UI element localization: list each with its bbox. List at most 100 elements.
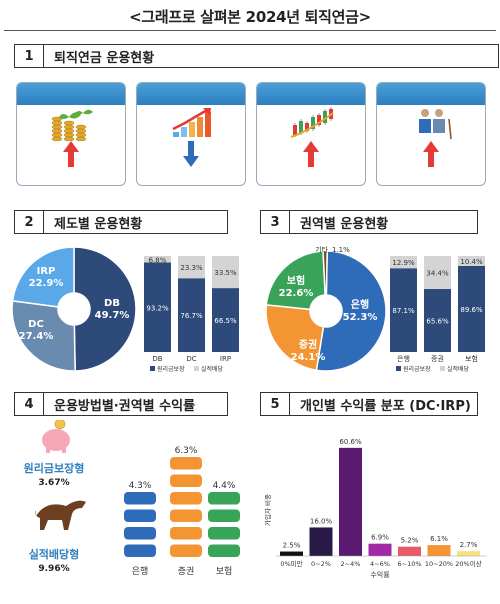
growth-chart-icon bbox=[172, 107, 211, 137]
arrow-up-icon bbox=[63, 141, 79, 167]
bar-category-label: 10~20% bbox=[425, 560, 453, 568]
bar-category-label: 20%이상 bbox=[455, 559, 481, 568]
bar-value-label: 2.5% bbox=[283, 542, 301, 550]
arrow-up-icon bbox=[303, 141, 319, 167]
bar-segment-performance bbox=[458, 256, 485, 266]
bar bbox=[427, 545, 451, 556]
candlestick-chart-icon bbox=[290, 107, 334, 138]
legend-swatch bbox=[194, 366, 199, 371]
y-axis-label: 가입자 비중 bbox=[263, 494, 272, 526]
pie-slice bbox=[265, 250, 327, 311]
bar-value-label: 89.6% bbox=[460, 306, 483, 314]
bar-category-label: 은행 bbox=[132, 565, 149, 577]
bar-segment bbox=[208, 492, 240, 505]
bar-segment-performance bbox=[390, 256, 417, 269]
bar bbox=[339, 447, 362, 556]
bar-segment-performance bbox=[144, 256, 171, 263]
section-number: 3 bbox=[260, 210, 290, 234]
slice-label: 은행 bbox=[351, 298, 369, 311]
bar-segment-performance bbox=[178, 256, 205, 279]
slice-value-label: 27.4% bbox=[19, 331, 54, 342]
arrow-down-icon bbox=[183, 141, 199, 167]
legend-swatch bbox=[150, 366, 155, 371]
bar-value-label: 12.9% bbox=[392, 259, 415, 267]
bar-segment bbox=[208, 544, 240, 557]
section-3-header: 3 권역별 운용현황 bbox=[260, 210, 478, 234]
bar-value-label: 6.8% bbox=[149, 256, 167, 264]
bar-segment-guaranteed bbox=[458, 265, 485, 352]
bar-category-label: IRP bbox=[220, 355, 231, 363]
section-title: 권역별 운용현황 bbox=[290, 210, 478, 234]
title-underline bbox=[4, 30, 496, 31]
bar bbox=[368, 543, 392, 556]
pie-slice bbox=[265, 303, 325, 372]
bar-value-label: 76.7% bbox=[180, 312, 203, 320]
bar-category-label: 0%미만 bbox=[280, 559, 302, 568]
bar-value-label: 6.1% bbox=[430, 535, 448, 543]
bar-value-label: 60.6% bbox=[339, 438, 362, 446]
guaranteed-label: 원리금보장형 bbox=[24, 461, 85, 475]
section-number: 5 bbox=[260, 392, 290, 416]
legend-swatch bbox=[440, 366, 445, 371]
slice-label: DC bbox=[28, 319, 44, 330]
bar-segment bbox=[124, 509, 156, 522]
bar-value-label: 2.7% bbox=[460, 541, 478, 549]
bar-category-label: 보험 bbox=[465, 355, 478, 363]
bar-segment bbox=[170, 492, 202, 505]
bar-value-label: 16.0% bbox=[310, 517, 333, 525]
performance-return: 9.96% bbox=[38, 564, 69, 574]
section-5-header: 5 개인별 수익률 분포 (DC·IRP) bbox=[260, 392, 478, 416]
bar bbox=[309, 527, 333, 556]
bar-value-label: 66.5% bbox=[214, 317, 237, 325]
bar-value-label: 5.2% bbox=[401, 537, 419, 545]
section-number: 4 bbox=[14, 392, 44, 416]
slice-value-label: 1.1% bbox=[332, 246, 350, 254]
bar bbox=[457, 551, 480, 556]
slice-value-label: 52.3% bbox=[343, 312, 378, 323]
pie-slice bbox=[322, 250, 328, 296]
summary-card bbox=[376, 82, 486, 186]
bar-category-label: 6~10% bbox=[397, 560, 421, 568]
bar-segment-guaranteed bbox=[390, 268, 417, 352]
performance-label: 실적배당형 bbox=[29, 547, 80, 561]
coin-plant-icon bbox=[51, 109, 93, 141]
bull-icon bbox=[35, 500, 86, 530]
section-2-header: 2 제도별 운용현황 bbox=[14, 210, 228, 234]
bar-segment-guaranteed bbox=[144, 262, 171, 352]
bar-value-label: 23.3% bbox=[180, 264, 203, 272]
bar-segment-guaranteed bbox=[212, 288, 239, 352]
legend-label: 실적배당 bbox=[447, 365, 470, 373]
summary-card bbox=[16, 82, 126, 186]
elderly-couple-icon bbox=[419, 109, 452, 140]
pie-slice bbox=[315, 250, 387, 372]
bar-value-label: 93.2% bbox=[146, 304, 169, 312]
bar-category-label: 2~4% bbox=[341, 560, 361, 568]
bar-segment-guaranteed bbox=[424, 289, 451, 352]
bar-category-label: 은행 bbox=[397, 354, 410, 363]
bar-category-label: 증권 bbox=[431, 355, 444, 363]
legend-label: 원리금보장 bbox=[157, 365, 185, 373]
bar-segment bbox=[124, 527, 156, 540]
section-number: 1 bbox=[14, 44, 44, 68]
legend-label: 원리금보장 bbox=[403, 365, 431, 373]
pie-slice bbox=[11, 300, 76, 372]
section-title: 제도별 운용현황 bbox=[44, 210, 228, 234]
bar-value-label: 34.4% bbox=[426, 270, 449, 278]
section-4-header: 4 운용방법별·권역별 수익률 bbox=[14, 392, 228, 416]
pie-slice bbox=[73, 246, 137, 372]
slice-label: 보험 bbox=[287, 274, 305, 287]
guaranteed-return: 3.67% bbox=[38, 478, 69, 488]
legend-label: 실적배당 bbox=[201, 365, 224, 373]
slice-value-label: 22.6% bbox=[279, 288, 314, 299]
section-title: 운용방법별·권역별 수익률 bbox=[44, 392, 228, 416]
bar-value-label: 6.3% bbox=[175, 446, 198, 456]
bar-value-label: 33.5% bbox=[214, 269, 237, 277]
summary-card bbox=[136, 82, 246, 186]
bar-value-label: 65.6% bbox=[426, 318, 449, 326]
bar-segment bbox=[124, 492, 156, 505]
bar-value-label: 6.9% bbox=[371, 534, 389, 542]
bar-category-label: 4~6% bbox=[370, 560, 390, 568]
bar-segment bbox=[170, 527, 202, 540]
